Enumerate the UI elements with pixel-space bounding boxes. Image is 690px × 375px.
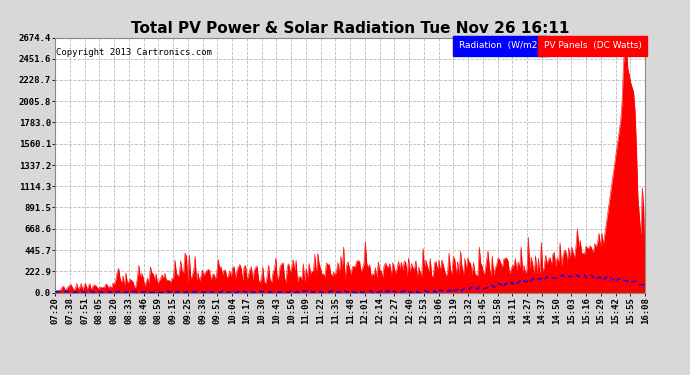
Title: Total PV Power & Solar Radiation Tue Nov 26 16:11: Total PV Power & Solar Radiation Tue Nov… xyxy=(131,21,569,36)
Text: Copyright 2013 Cartronics.com: Copyright 2013 Cartronics.com xyxy=(57,48,213,57)
Legend: Radiation  (W/m2), PV Panels  (DC Watts): Radiation (W/m2), PV Panels (DC Watts) xyxy=(455,39,643,52)
